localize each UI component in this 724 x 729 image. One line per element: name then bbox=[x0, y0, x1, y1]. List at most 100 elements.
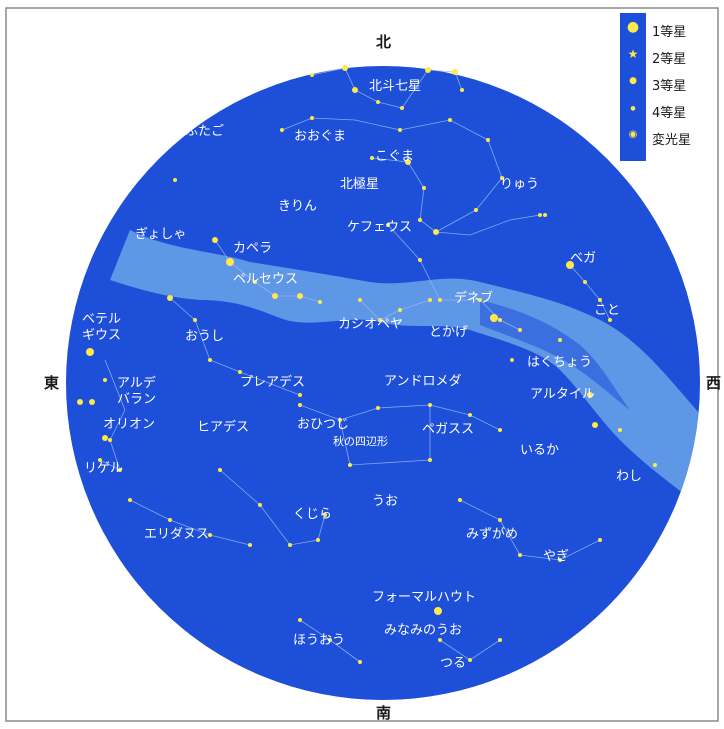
legend-label-mag2: 2等星 bbox=[652, 52, 687, 67]
legend-row-mag1: ● 1等星 bbox=[620, 17, 718, 40]
star-57 bbox=[77, 399, 83, 405]
star-29 bbox=[193, 318, 197, 322]
star-86 bbox=[298, 618, 302, 622]
star-88 bbox=[358, 660, 362, 664]
star-mag3-icon: ● bbox=[629, 76, 637, 86]
star-9 bbox=[310, 116, 314, 120]
star-49 bbox=[510, 358, 514, 362]
legend-label-variable: 変光星 bbox=[652, 133, 692, 148]
star-26 bbox=[297, 293, 303, 299]
star-2 bbox=[352, 87, 358, 93]
star-61 bbox=[118, 468, 122, 472]
star-72 bbox=[258, 503, 262, 507]
star-mag2-icon: ★ bbox=[627, 47, 639, 61]
star-22 bbox=[212, 237, 218, 243]
star-63 bbox=[298, 403, 302, 407]
star-54 bbox=[653, 463, 657, 467]
star-67 bbox=[468, 413, 472, 417]
star-17 bbox=[433, 229, 439, 235]
star-55 bbox=[86, 348, 94, 356]
star-14 bbox=[422, 186, 426, 190]
star-82 bbox=[518, 553, 522, 557]
star-47 bbox=[543, 213, 547, 217]
star-11 bbox=[448, 118, 452, 122]
star-59 bbox=[102, 435, 108, 441]
star-81 bbox=[498, 518, 502, 522]
legend-row-mag4: ● 4等星 bbox=[620, 98, 718, 121]
star-25 bbox=[272, 293, 278, 299]
star-7 bbox=[460, 88, 464, 92]
star-91 bbox=[498, 638, 502, 642]
stars bbox=[77, 65, 657, 664]
star-27 bbox=[318, 300, 322, 304]
star-36 bbox=[478, 298, 482, 302]
star-12 bbox=[486, 138, 490, 142]
star-70 bbox=[428, 458, 432, 462]
star-30 bbox=[208, 358, 212, 362]
legend-row-variable: ◉ 変光星 bbox=[620, 125, 718, 148]
star-85 bbox=[434, 607, 442, 615]
star-mag1-icon: ● bbox=[626, 19, 640, 35]
star-60 bbox=[108, 438, 112, 442]
star-79 bbox=[248, 543, 252, 547]
star-40 bbox=[378, 318, 382, 322]
legend: ● 1等星 ★ 2等星 ● 3等星 ● 4等星 ◉ 変光星 bbox=[620, 13, 718, 161]
milky-way bbox=[110, 230, 700, 510]
legend-row-mag2: ★ 2等星 bbox=[620, 44, 718, 67]
star-10 bbox=[398, 128, 402, 132]
star-89 bbox=[438, 638, 442, 642]
star-3 bbox=[376, 100, 380, 104]
star-48 bbox=[490, 314, 498, 322]
star-5 bbox=[425, 67, 431, 73]
star-80 bbox=[458, 498, 462, 502]
star-8 bbox=[280, 128, 284, 132]
milky-way-rift bbox=[480, 300, 630, 410]
star-53 bbox=[618, 428, 622, 432]
star-23 bbox=[226, 258, 234, 266]
star-50 bbox=[558, 338, 562, 342]
star-21 bbox=[173, 178, 177, 182]
star-77 bbox=[168, 518, 172, 522]
star-66 bbox=[428, 403, 432, 407]
star-32 bbox=[298, 393, 302, 397]
star-64 bbox=[338, 418, 342, 422]
legend-row-mag3: ● 3等星 bbox=[620, 71, 718, 94]
star-mag4-icon: ● bbox=[630, 105, 636, 112]
star-39 bbox=[358, 298, 362, 302]
star-62 bbox=[98, 458, 102, 462]
star-74 bbox=[316, 538, 320, 542]
star-46 bbox=[608, 318, 612, 322]
star-37 bbox=[498, 318, 502, 322]
star-84 bbox=[598, 538, 602, 542]
variable-star-icon: ◉ bbox=[628, 129, 638, 140]
star-0 bbox=[310, 73, 314, 77]
star-4 bbox=[400, 106, 404, 110]
star-35 bbox=[438, 298, 442, 302]
star-58 bbox=[89, 399, 95, 405]
star-31 bbox=[238, 370, 242, 374]
star-33 bbox=[386, 223, 390, 227]
star-24 bbox=[253, 280, 257, 284]
legend-label-mag4: 4等星 bbox=[652, 106, 687, 121]
star-44 bbox=[583, 280, 587, 284]
star-19 bbox=[500, 176, 504, 180]
star-68 bbox=[498, 428, 502, 432]
star-41 bbox=[398, 308, 402, 312]
star-18 bbox=[474, 208, 478, 212]
star-56 bbox=[103, 378, 107, 382]
star-42 bbox=[428, 298, 432, 302]
star-43 bbox=[566, 261, 574, 269]
star-73 bbox=[288, 543, 292, 547]
star-13 bbox=[405, 159, 411, 165]
star-87 bbox=[328, 638, 332, 642]
star-1 bbox=[342, 65, 348, 71]
star-65 bbox=[376, 406, 380, 410]
star-83 bbox=[558, 558, 562, 562]
legend-label-mag3: 3等星 bbox=[652, 79, 687, 94]
star-34 bbox=[418, 258, 422, 262]
star-20 bbox=[538, 213, 542, 217]
star-52 bbox=[592, 422, 598, 428]
star-69 bbox=[348, 463, 352, 467]
star-76 bbox=[128, 498, 132, 502]
